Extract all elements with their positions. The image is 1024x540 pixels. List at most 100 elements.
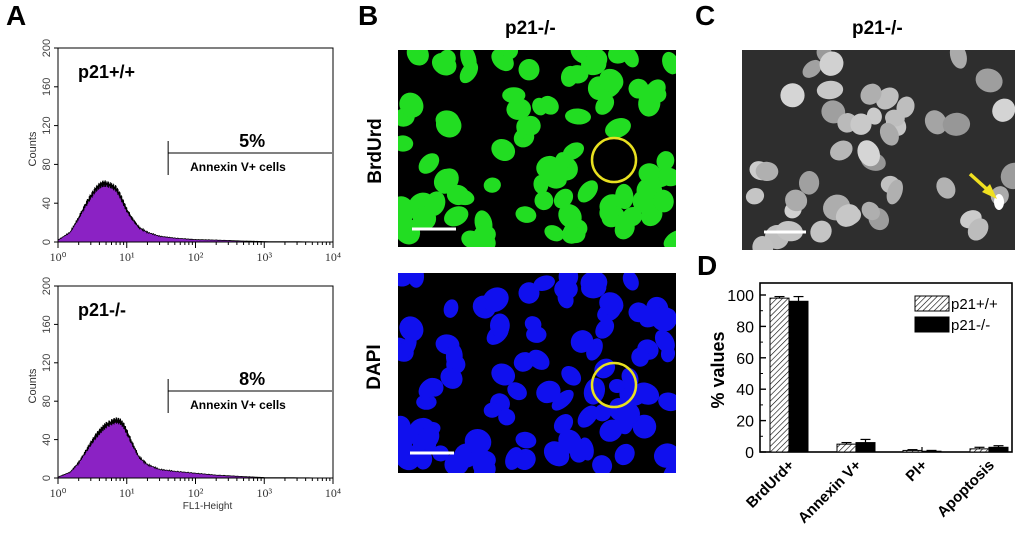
nucleus xyxy=(407,273,425,288)
y-tick-label: 80 xyxy=(736,319,754,336)
nucleus xyxy=(802,59,822,78)
histogram-0: 0 40 80 120 160 200 Counts 10⁰ 10¹ 10² 10³ 10⁴ p21+/… xyxy=(27,39,341,264)
y-tick-label: 80 xyxy=(41,395,53,407)
y-tick-label: 0 xyxy=(41,239,53,245)
nucleus xyxy=(656,151,675,171)
sample-label: p21-/- xyxy=(78,300,126,320)
nucleus xyxy=(785,189,808,212)
nucleus xyxy=(658,167,676,187)
nucleus xyxy=(415,449,433,470)
nucleus xyxy=(631,347,650,367)
histogram-area xyxy=(57,417,333,479)
nucleus xyxy=(752,236,774,250)
panel-letter-d: D xyxy=(697,250,718,281)
nucleus xyxy=(537,386,556,404)
y-tick-label: 100 xyxy=(727,288,754,305)
nucleus xyxy=(558,203,582,229)
nucleus xyxy=(857,140,880,167)
nucleus xyxy=(433,168,457,193)
nucleus xyxy=(639,82,664,104)
nucleus xyxy=(502,50,519,60)
x-tick-label: 10⁰ xyxy=(50,250,67,264)
nucleus xyxy=(830,140,853,161)
bar-p21-2 xyxy=(902,449,923,453)
x-tick-label: 10² xyxy=(188,486,204,500)
nucleus xyxy=(599,202,620,223)
nucleus xyxy=(622,273,639,291)
y-tick-label: 40 xyxy=(41,197,53,209)
nucleus xyxy=(578,437,594,461)
bar-p21-2 xyxy=(921,450,942,453)
nucleus xyxy=(435,112,462,138)
nucleus xyxy=(398,336,417,361)
category-label: PI+ xyxy=(903,457,931,485)
nucleus xyxy=(561,225,581,244)
nucleus xyxy=(443,299,459,318)
nucleus xyxy=(528,349,550,370)
gate-label: Annexin V+ cells xyxy=(190,160,286,174)
y-tick-label: 0 xyxy=(41,475,53,481)
panel-letter-b: B xyxy=(358,0,379,31)
bar-p21-3 xyxy=(969,448,990,453)
nucleus xyxy=(835,204,860,227)
nucleus xyxy=(491,138,516,162)
nucleus xyxy=(663,460,676,473)
nucleus xyxy=(445,343,463,369)
nucleus xyxy=(418,377,440,399)
nucleus xyxy=(553,414,574,434)
y-tick-label: 200 xyxy=(41,39,53,57)
y-tick-label: 40 xyxy=(41,433,53,445)
panel-letter-c: C xyxy=(695,0,716,31)
nucleus xyxy=(942,112,971,136)
gate-percent: 5% xyxy=(239,131,265,151)
nucleus xyxy=(482,287,509,312)
nucleus xyxy=(505,447,523,470)
x-tick-label: 10⁴ xyxy=(325,250,341,264)
nucleus xyxy=(599,292,624,316)
nucleus xyxy=(949,50,967,69)
legend-swatch xyxy=(914,316,950,333)
nucleus xyxy=(896,96,915,118)
nucleus xyxy=(662,51,676,75)
nucleus xyxy=(583,377,606,405)
nucleus xyxy=(632,414,657,439)
legend-label: p21+/+ xyxy=(951,296,998,313)
nucleus xyxy=(464,428,492,455)
nucleus xyxy=(599,68,624,93)
nucleus xyxy=(533,275,555,291)
nucleus xyxy=(639,306,664,328)
nucleus xyxy=(615,409,634,435)
nucleus xyxy=(608,50,632,64)
nucleus xyxy=(967,218,989,241)
y-tick-label: 60 xyxy=(736,351,754,368)
nucleus xyxy=(593,403,612,422)
legend-label: p21-/- xyxy=(951,317,990,334)
x-tick-label: 10³ xyxy=(256,250,272,264)
nucleus xyxy=(532,97,548,116)
nucleus xyxy=(614,443,635,466)
x-tick-label: 10² xyxy=(188,250,204,264)
bar-chart: 0 20 40 60 80 100 % values BrdUrd+Annexin V+ PI+… xyxy=(708,282,1013,527)
bar-p21-1 xyxy=(855,442,876,453)
nucleus xyxy=(562,142,585,161)
nucleus xyxy=(1000,162,1015,190)
yellow-circle xyxy=(590,361,638,409)
legend-swatch xyxy=(914,295,950,312)
nucleus xyxy=(398,273,413,287)
nucleus xyxy=(876,87,899,110)
nucleus xyxy=(860,83,882,105)
nucleus xyxy=(551,389,574,411)
nucleus xyxy=(638,163,661,184)
dapi-micrograph xyxy=(398,273,676,473)
bar-chart-frame xyxy=(759,282,1013,453)
nucleus xyxy=(592,455,613,473)
nucleus xyxy=(658,392,676,412)
bar-p21-3 xyxy=(988,446,1009,453)
nucleus xyxy=(577,180,598,203)
nucleus xyxy=(438,50,456,67)
nucleus xyxy=(515,206,537,223)
nucleus xyxy=(570,330,594,353)
nucleus xyxy=(416,394,437,410)
nucleus xyxy=(581,277,607,299)
